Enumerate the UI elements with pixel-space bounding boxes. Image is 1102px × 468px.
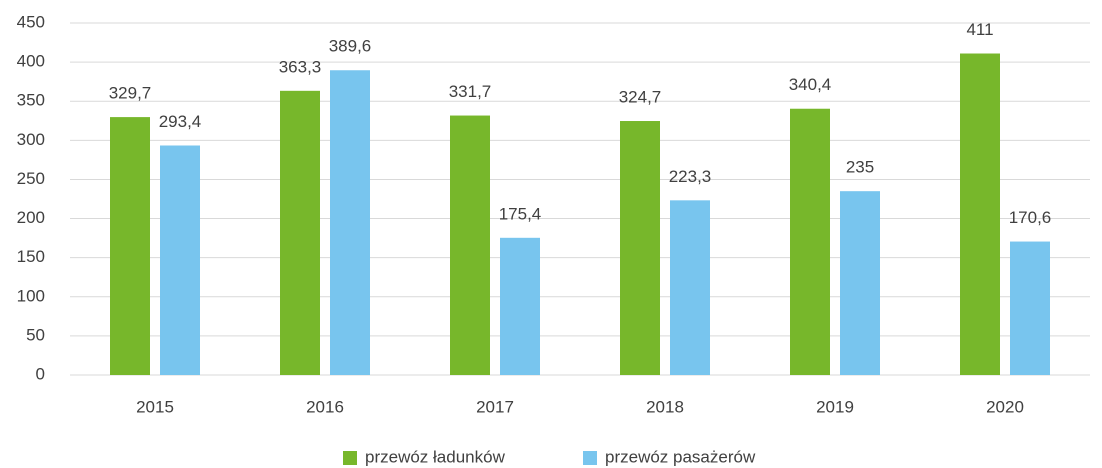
data-label: 324,7 bbox=[619, 87, 662, 106]
y-tick-label: 400 bbox=[17, 52, 45, 71]
y-tick-label: 150 bbox=[17, 247, 45, 266]
x-tick-label: 2015 bbox=[136, 397, 174, 416]
y-tick-label: 100 bbox=[17, 286, 45, 305]
data-label: 175,4 bbox=[499, 204, 542, 223]
bar bbox=[280, 90, 320, 375]
data-label: 329,7 bbox=[109, 84, 152, 103]
bar bbox=[840, 191, 880, 375]
legend-swatch bbox=[583, 451, 597, 465]
bar bbox=[110, 117, 150, 376]
y-tick-label: 250 bbox=[17, 169, 45, 188]
y-tick-label: 200 bbox=[17, 208, 45, 227]
y-tick-label: 300 bbox=[17, 130, 45, 149]
data-label: 389,6 bbox=[329, 37, 372, 56]
bar bbox=[450, 115, 490, 375]
y-tick-label: 0 bbox=[36, 364, 45, 383]
data-label: 223,3 bbox=[669, 167, 712, 186]
y-tick-label: 50 bbox=[26, 325, 45, 344]
data-label: 411 bbox=[966, 20, 993, 39]
legend-swatch bbox=[343, 451, 357, 465]
bar bbox=[160, 145, 200, 375]
legend-label: przewóz ładunków bbox=[365, 447, 506, 466]
bar bbox=[670, 200, 710, 375]
data-label: 293,4 bbox=[159, 112, 202, 131]
x-tick-label: 2016 bbox=[306, 397, 344, 416]
data-label: 331,7 bbox=[449, 82, 492, 101]
data-label: 170,6 bbox=[1009, 208, 1052, 227]
x-tick-label: 2020 bbox=[986, 397, 1024, 416]
bar bbox=[620, 121, 660, 375]
y-tick-label: 450 bbox=[17, 12, 45, 31]
bar bbox=[960, 53, 1000, 376]
x-tick-label: 2019 bbox=[816, 397, 854, 416]
data-label: 340,4 bbox=[789, 75, 832, 94]
legend-label: przewóz pasażerów bbox=[605, 447, 756, 466]
bar bbox=[330, 70, 370, 376]
y-tick-label: 350 bbox=[17, 91, 45, 110]
data-label: 363,3 bbox=[279, 57, 322, 76]
x-tick-label: 2018 bbox=[646, 397, 684, 416]
bar bbox=[1010, 241, 1050, 375]
bar bbox=[790, 108, 830, 375]
data-label: 235 bbox=[846, 158, 874, 177]
x-tick-label: 2017 bbox=[476, 397, 514, 416]
bar bbox=[500, 237, 540, 375]
